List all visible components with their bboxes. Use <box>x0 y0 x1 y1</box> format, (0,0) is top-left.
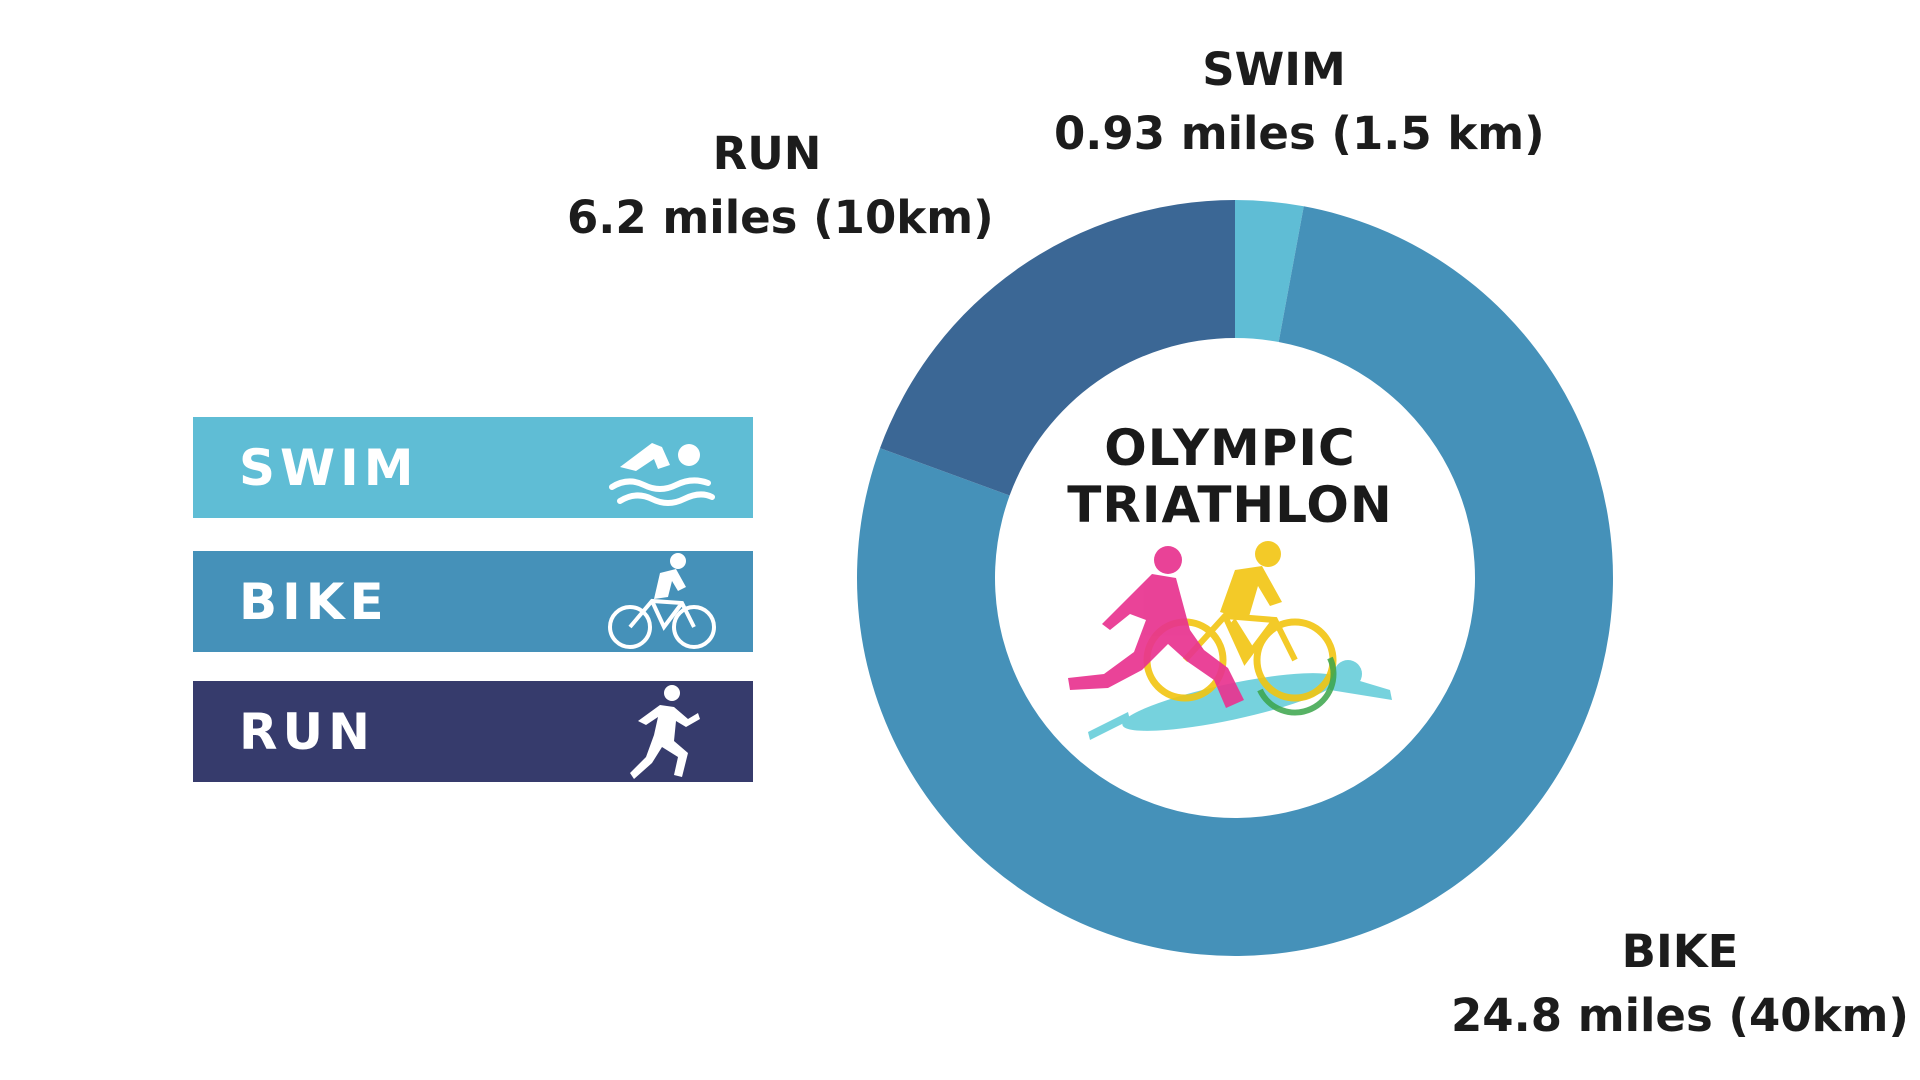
center-title-line1: OLYMPIC <box>1104 419 1356 477</box>
donut-slice-swim <box>1235 200 1304 343</box>
legend-bike: BIKE <box>193 551 753 652</box>
donut-slice-run <box>880 200 1235 496</box>
run-label-name: RUN <box>712 127 822 180</box>
cyclist-icon <box>608 553 716 649</box>
run-label-distance: 6.2 miles (10km) <box>567 191 994 244</box>
swim-label-name: SWIM <box>1202 43 1346 96</box>
legend-swim: SWIM <box>193 417 753 518</box>
bike-label-distance: 24.8 miles (40km) <box>1451 989 1909 1042</box>
donut-slice-bike <box>856 206 1613 957</box>
swim-label: SWIM 0.93 miles (1.5 km) <box>1054 38 1545 166</box>
bike-label-name: BIKE <box>1621 925 1739 978</box>
swim-label-distance: 0.93 miles (1.5 km) <box>1054 107 1545 160</box>
run-label: RUN 6.2 miles (10km) <box>567 122 994 250</box>
legend-bike-label: BIKE <box>239 572 389 631</box>
legend-run-label: RUN <box>239 702 375 761</box>
bike-label: BIKE 24.8 miles (40km) <box>1445 920 1915 1048</box>
swimmer-icon <box>609 443 715 506</box>
center-title-line2: TRIATHLON <box>1067 476 1393 534</box>
legend-swim-label: SWIM <box>239 438 419 497</box>
triathlon-athletes-icon <box>1068 541 1392 740</box>
runner-icon <box>630 685 700 779</box>
legend-run: RUN <box>193 681 753 782</box>
center-title: OLYMPIC TRIATHLON <box>1020 420 1440 534</box>
